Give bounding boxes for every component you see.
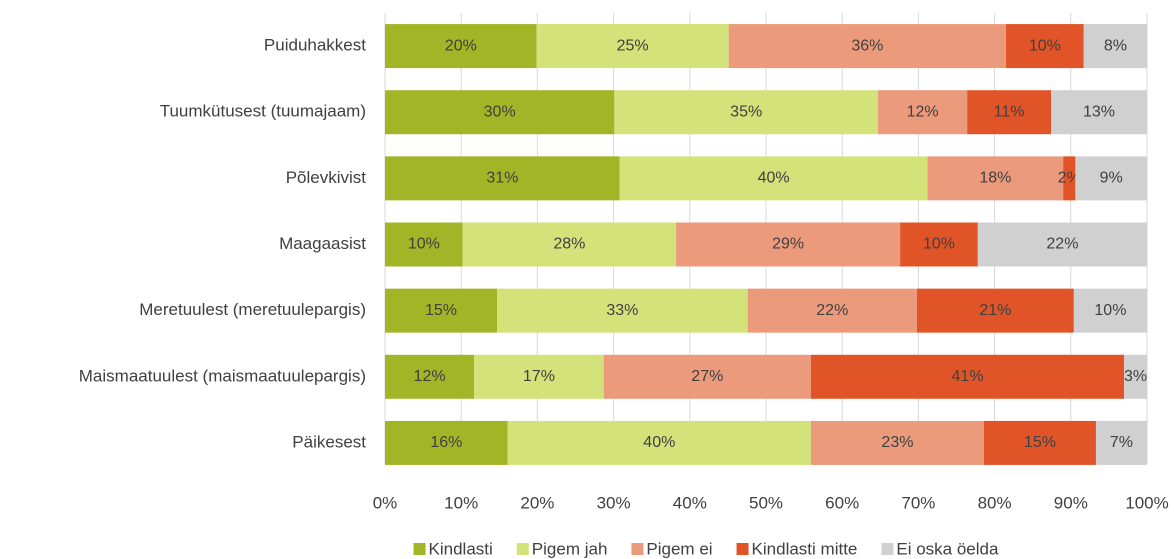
bar-segment — [1050, 90, 1147, 135]
x-tick-label: 70% — [901, 493, 935, 512]
bar-segment — [385, 354, 475, 399]
data-label: 15% — [425, 302, 457, 319]
data-label: 9% — [1100, 170, 1123, 187]
data-label: 29% — [772, 236, 804, 253]
data-label: 3% — [1124, 368, 1147, 385]
data-label: 12% — [414, 368, 446, 385]
bar-segment — [927, 156, 1064, 201]
bar-segment — [462, 222, 677, 267]
data-label: 22% — [816, 302, 848, 319]
bar-segment — [1075, 156, 1147, 201]
x-tick-label: 20% — [520, 493, 554, 512]
legend-label: Pigem jah — [532, 539, 608, 558]
data-label: 15% — [1024, 434, 1056, 451]
x-tick-label: 60% — [825, 493, 859, 512]
data-label: 31% — [486, 170, 518, 187]
legend-swatch — [631, 543, 644, 555]
legend-label: Kindlasti mitte — [752, 539, 858, 558]
bar-segment — [385, 156, 620, 201]
bar-segment — [1006, 24, 1084, 69]
bar-segment — [507, 420, 811, 465]
legend-swatch — [516, 543, 529, 555]
x-tick-label: 100% — [1125, 493, 1168, 512]
y-tick-label: Puiduhakkest — [264, 36, 366, 55]
data-label: 13% — [1083, 103, 1115, 120]
data-label: 12% — [907, 103, 939, 120]
data-label: 41% — [952, 368, 984, 385]
x-tick-label: 40% — [673, 493, 707, 512]
y-tick-label: Meretuulest (meretuulepargis) — [139, 300, 366, 319]
bar-segment — [1063, 156, 1076, 201]
x-tick-label: 80% — [978, 493, 1012, 512]
bar-segment — [619, 156, 928, 201]
legend-label: Kindlasti — [429, 539, 493, 558]
bar-segment — [676, 222, 901, 267]
bar-segment — [983, 420, 1096, 465]
legend-swatch — [736, 543, 749, 555]
data-label: 10% — [1094, 302, 1126, 319]
bar-segment — [385, 222, 463, 267]
x-tick-label: 50% — [749, 493, 783, 512]
data-label: 22% — [1046, 236, 1078, 253]
bar-segment — [900, 222, 978, 267]
data-label: 16% — [430, 434, 462, 451]
data-label: 10% — [408, 236, 440, 253]
data-label: 30% — [484, 103, 516, 120]
data-label: 7% — [1110, 434, 1133, 451]
data-label: 33% — [606, 302, 638, 319]
y-tick-label: Päikesest — [292, 432, 366, 451]
x-tick-label: 90% — [1054, 493, 1088, 512]
bar-segment — [1095, 420, 1147, 465]
legend-label: Pigem ei — [646, 539, 712, 558]
bar-segment — [603, 354, 811, 399]
bar-segment — [1083, 24, 1147, 69]
data-label: 11% — [994, 103, 1025, 120]
data-label: 23% — [881, 434, 913, 451]
bar-segment — [878, 90, 968, 135]
bar-segment — [916, 288, 1074, 333]
data-label: 21% — [979, 302, 1011, 319]
y-tick-label: Maagaasist — [279, 234, 366, 253]
data-label: 40% — [758, 170, 790, 187]
bar-segment — [810, 420, 984, 465]
y-tick-label: Tuumkütusest (tuumajaam) — [160, 102, 366, 121]
data-label: 8% — [1104, 37, 1127, 54]
data-label: 2% — [1058, 170, 1081, 187]
x-tick-label: 0% — [373, 493, 398, 512]
bar-segment — [967, 90, 1051, 135]
bar-segment — [614, 90, 879, 135]
data-label: 40% — [643, 434, 675, 451]
data-label: 25% — [617, 37, 649, 54]
bar-segment — [536, 24, 729, 69]
bar-segment — [810, 354, 1125, 399]
data-label: 18% — [979, 170, 1011, 187]
bar-segment — [747, 288, 917, 333]
data-label: 28% — [553, 236, 585, 253]
legend-swatch — [881, 543, 894, 555]
data-label: 36% — [851, 37, 883, 54]
bar-segment — [474, 354, 604, 399]
data-label: 10% — [1029, 37, 1061, 54]
bar-segment — [385, 288, 498, 333]
data-label: 35% — [730, 103, 762, 120]
bar-segment — [977, 222, 1147, 267]
data-label: 20% — [445, 37, 477, 54]
data-label: 10% — [923, 236, 955, 253]
x-tick-label: 30% — [597, 493, 631, 512]
data-label: 17% — [523, 368, 555, 385]
legend-swatch — [413, 543, 426, 555]
x-tick-label: 10% — [444, 493, 478, 512]
data-label: 27% — [691, 368, 723, 385]
bar-segment — [728, 24, 1007, 69]
bar-segment — [385, 420, 508, 465]
bar-segment — [497, 288, 748, 333]
bar-segment — [385, 24, 537, 69]
y-tick-label: Põlevkivist — [286, 168, 367, 187]
bar-segment — [1124, 354, 1147, 399]
y-tick-label: Maismaatuulest (maismaatuulepargis) — [79, 366, 366, 385]
bar-segment — [1073, 288, 1147, 333]
bar-segment — [385, 90, 615, 135]
legend-label: Ei oska öelda — [896, 539, 999, 558]
